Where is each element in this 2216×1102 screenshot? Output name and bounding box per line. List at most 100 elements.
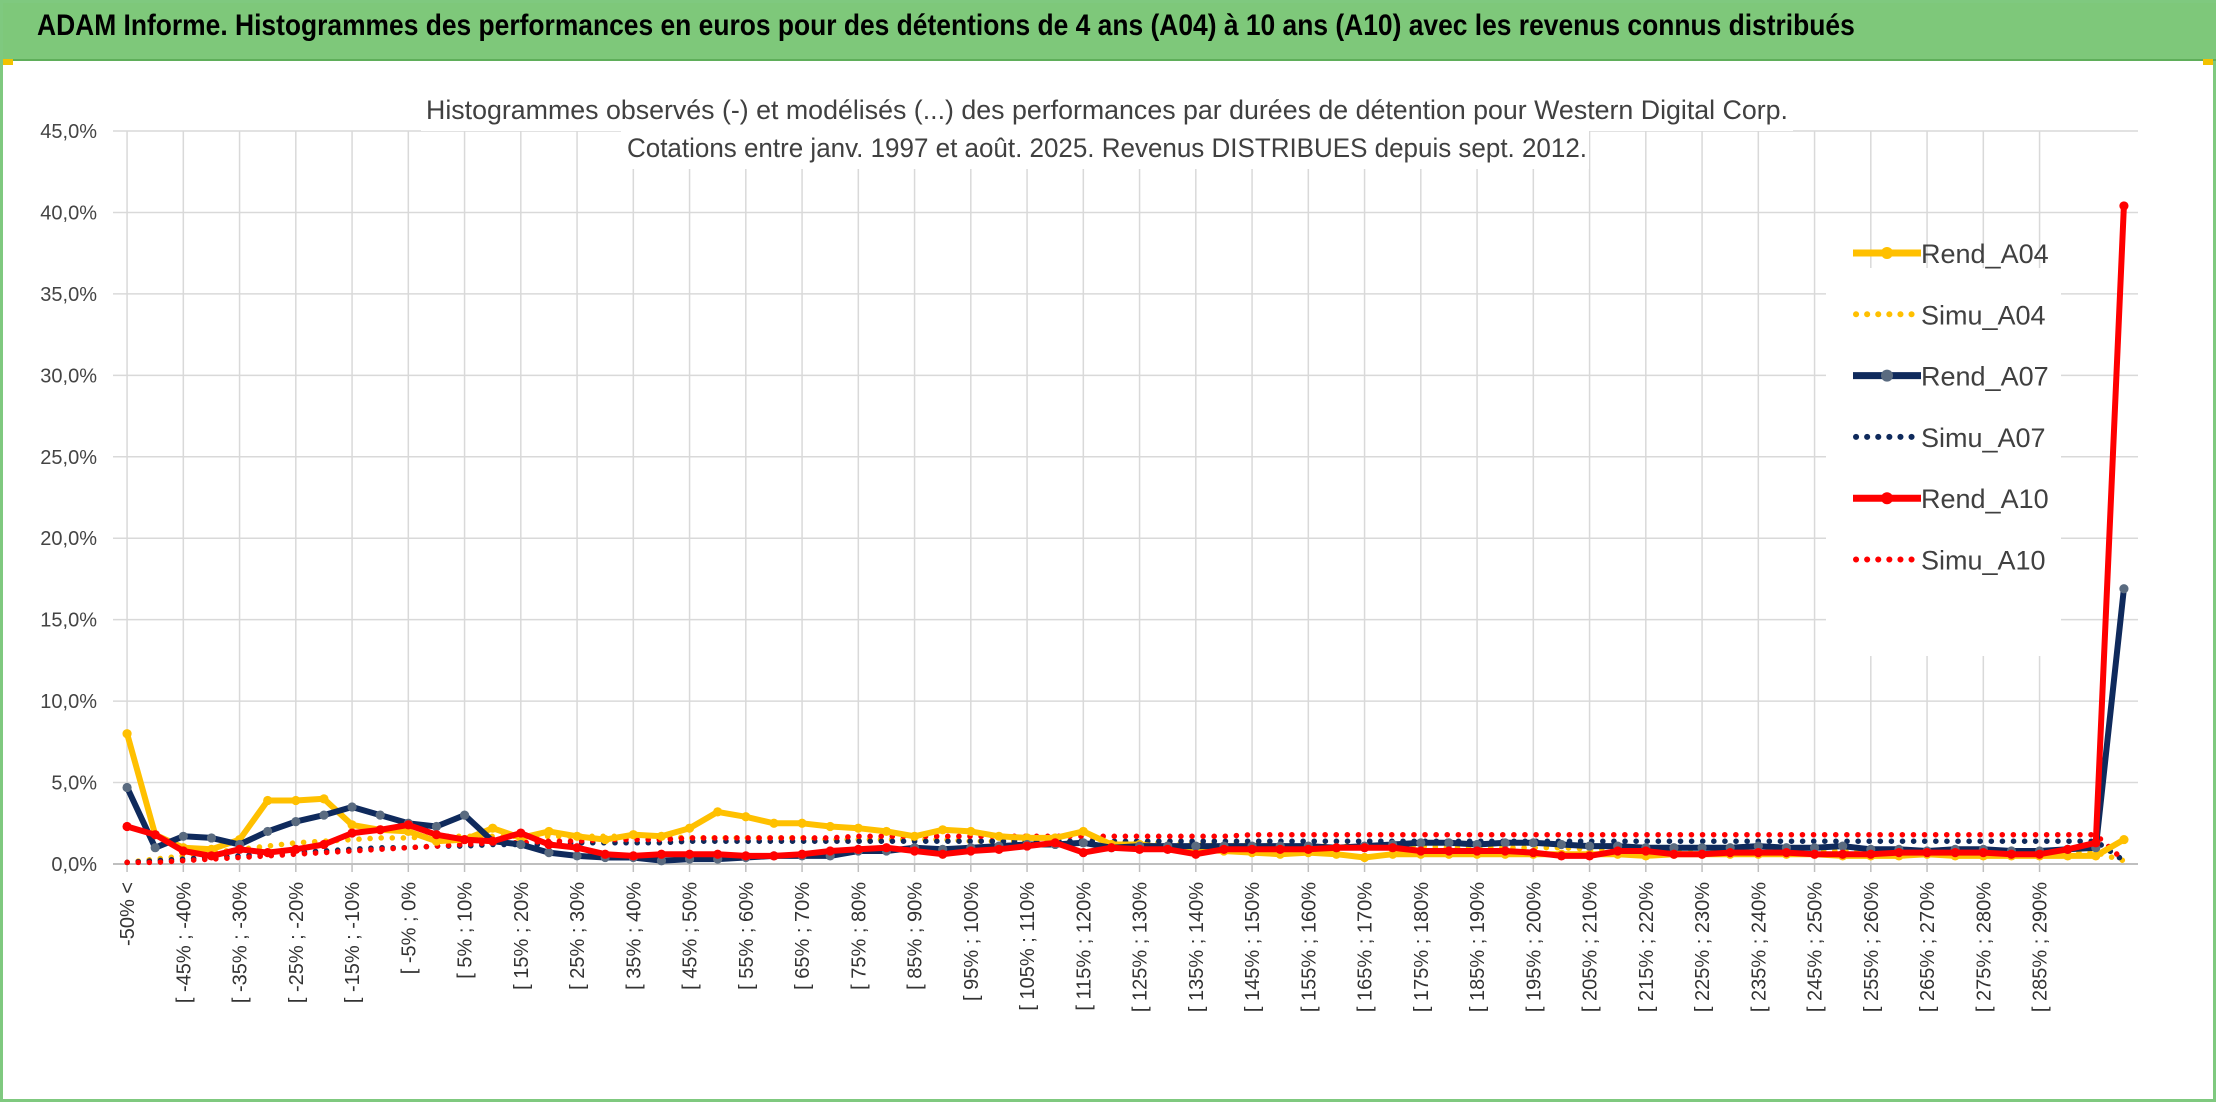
data-point — [769, 818, 779, 828]
data-point — [909, 846, 920, 856]
data-point — [1416, 838, 1426, 848]
data-point — [291, 795, 301, 806]
data-point — [1472, 839, 1482, 850]
data-point — [1725, 847, 1735, 858]
data-point — [2063, 851, 2073, 861]
data-point — [628, 851, 638, 861]
x-tick-label: [ 35% ; 40% — [623, 882, 645, 990]
title-bg — [421, 89, 1793, 131]
data-point — [825, 846, 835, 856]
data-point — [1978, 847, 1988, 858]
data-point — [291, 844, 301, 854]
data-point — [1359, 843, 1370, 853]
histogram-chart: 0,0% 5,0% 10,0% 15,0% 20,0% 25,0% 30,0% 35,0% 40… — [40, 89, 2138, 1012]
data-point — [1613, 846, 1623, 856]
corner-accent-right — [2203, 59, 2213, 65]
data-point — [1444, 846, 1454, 856]
data-point — [1669, 843, 1679, 853]
data-point — [516, 828, 526, 838]
data-point — [1022, 841, 1032, 851]
x-tick-label: [ 65% ; 70% — [792, 882, 814, 990]
data-point — [1359, 852, 1370, 863]
legend-marker — [1881, 247, 1893, 259]
data-point — [488, 836, 498, 846]
y-tick-label: 0,0% — [51, 854, 97, 876]
data-point — [206, 833, 217, 843]
data-point — [1247, 844, 1257, 854]
x-tick-label: [ 115% ; 120% — [1073, 882, 1095, 1011]
data-point — [656, 831, 667, 841]
y-tick-label: 45,0% — [40, 121, 97, 143]
data-point — [1838, 849, 1848, 859]
y-tick-label: 15,0% — [40, 610, 97, 632]
series-lines — [122, 201, 2129, 866]
data-point — [2091, 851, 2101, 861]
x-tick-label: [ 275% ; 280% — [1973, 882, 1995, 1012]
data-point — [1219, 844, 1229, 854]
data-point — [881, 826, 892, 837]
y-tick-label: 20,0% — [40, 528, 97, 550]
data-point — [853, 844, 863, 854]
page-title: ADAM Informe. Histogrammes des performan… — [37, 9, 1855, 42]
data-point — [2119, 201, 2129, 211]
data-point — [1781, 847, 1792, 858]
data-point — [1050, 838, 1060, 848]
data-point — [1163, 844, 1173, 854]
data-point — [1191, 849, 1201, 859]
x-tick-label: [ 235% ; 240% — [1748, 882, 1770, 1012]
data-point — [713, 807, 723, 817]
chart-title-block: Histogrammes observés (-) et modélisés (… — [421, 89, 1793, 169]
chart-title: Histogrammes observés (-) et modélisés (… — [426, 95, 1788, 125]
data-point — [909, 831, 920, 841]
data-point — [1894, 847, 1904, 858]
data-point — [994, 844, 1004, 854]
x-tick-label: [ 205% ; 210% — [1580, 882, 1602, 1012]
data-point — [347, 802, 357, 812]
data-point — [656, 856, 667, 866]
data-point — [825, 821, 835, 832]
legend-label: Rend_A07 — [1921, 362, 2049, 392]
data-point — [1444, 838, 1454, 848]
x-tick-label: [ -15% ; -10% — [342, 882, 364, 1003]
data-point — [178, 846, 188, 856]
data-point — [966, 826, 976, 837]
data-point — [2119, 584, 2129, 594]
data-point — [966, 846, 976, 856]
legend-item-rend_a07: Rend_A07 — [1853, 362, 2049, 392]
x-tick-label: [ -35% ; -30% — [230, 882, 252, 1003]
data-point — [431, 836, 442, 846]
data-point — [263, 826, 273, 837]
x-tick-label: [ 25% ; 30% — [567, 882, 589, 990]
data-point — [572, 831, 582, 841]
x-tick-label: [ 135% ; 140% — [1186, 882, 1208, 1012]
data-point — [628, 830, 638, 840]
data-point — [1753, 841, 1763, 851]
x-tick-label: [ 5% ; 10% — [455, 882, 477, 979]
data-point — [1809, 849, 1820, 859]
data-point — [1809, 843, 1820, 853]
series-rend_a04 — [122, 729, 2129, 863]
data-point — [1388, 843, 1398, 853]
data-point — [572, 851, 582, 861]
data-point — [1388, 849, 1398, 859]
x-tick-label: -50% < — [117, 882, 139, 946]
data-point — [797, 818, 807, 828]
data-point — [122, 729, 132, 739]
subtitle-bg — [621, 131, 1589, 169]
y-tick-label: 30,0% — [40, 365, 97, 387]
data-point — [1556, 851, 1567, 861]
x-tick-label: [ -25% ; -20% — [286, 882, 308, 1003]
series-line — [124, 588, 2127, 864]
data-point — [375, 825, 385, 835]
data-point — [2034, 849, 2045, 859]
x-tick-label: [ 95% ; 100% — [961, 882, 983, 1001]
data-point — [234, 844, 245, 854]
data-point — [1500, 838, 1510, 848]
corner-accent-left — [3, 59, 13, 65]
legend-item-simu_a10: Simu_A10 — [1853, 546, 2046, 576]
legend-bg — [1826, 268, 2061, 656]
data-point — [263, 847, 273, 858]
x-tick-label: [ 55% ; 60% — [736, 882, 758, 990]
x-tick-label: [ 155% ; 160% — [1298, 882, 1320, 1012]
data-point — [1584, 841, 1595, 851]
